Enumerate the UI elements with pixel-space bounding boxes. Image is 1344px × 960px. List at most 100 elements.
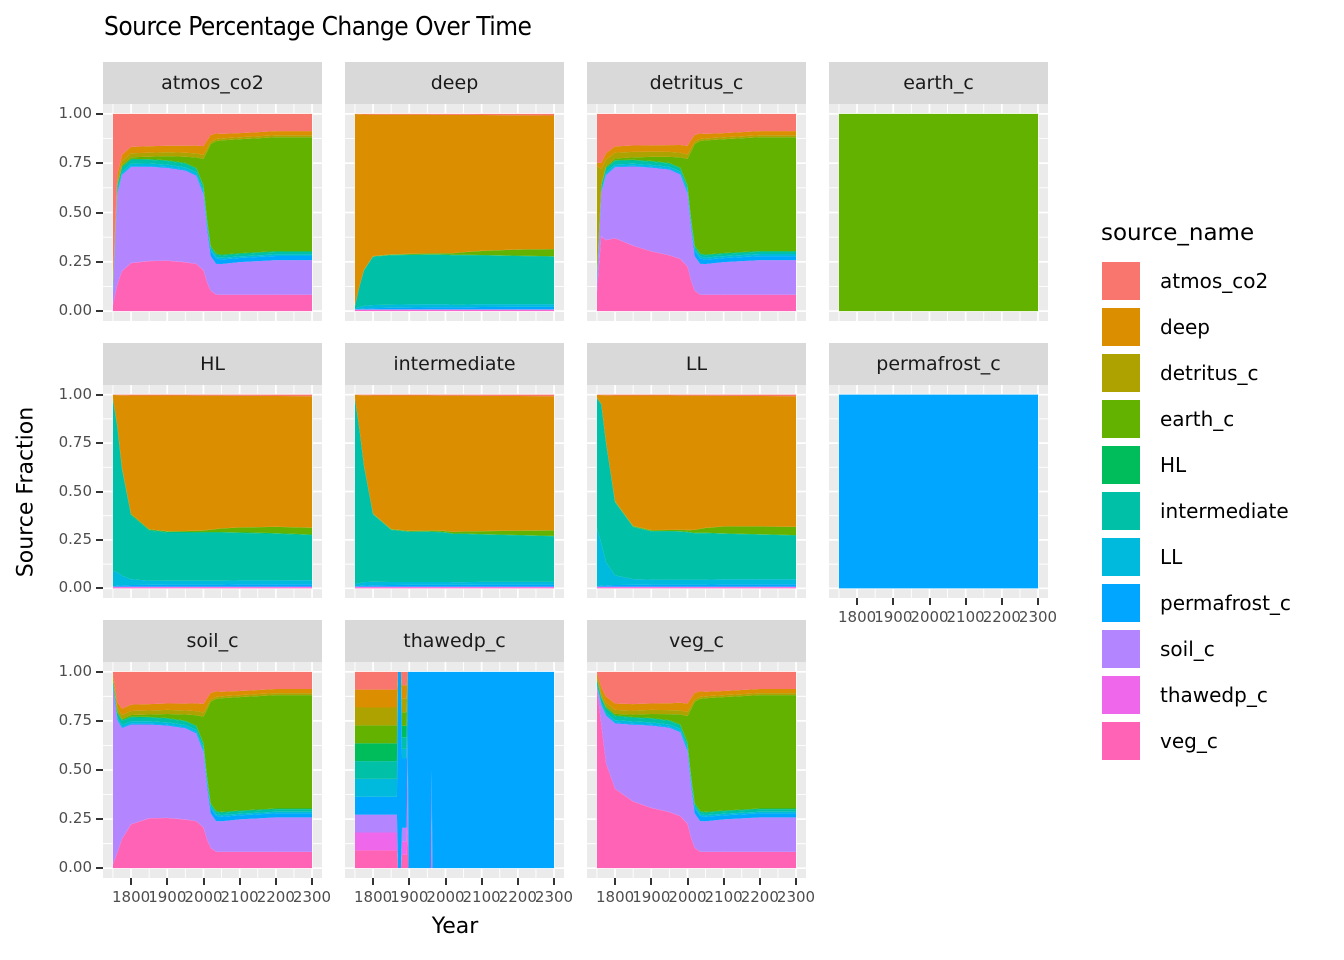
y-tick-mark <box>96 112 103 115</box>
y-tick-label: 0.50 <box>58 202 92 221</box>
legend-label-earth_c: earth_c <box>1160 407 1235 431</box>
area-deep-thawedp_c <box>354 309 555 311</box>
area-thawedp_c-earth_c <box>354 671 555 744</box>
area-LL-thawedp_c <box>596 586 797 588</box>
area-veg_c-detritus_c <box>596 676 797 717</box>
facet-panel-veg_c <box>587 662 806 878</box>
x-tick-mark <box>372 878 375 885</box>
area-detritus_c-soil_c <box>596 166 797 295</box>
area-soil_c-veg_c <box>112 818 313 869</box>
x-tick-label: 1800 <box>596 888 635 906</box>
facet-strip-atmos_co2: atmos_co2 <box>103 62 322 104</box>
facet-strip-label: LL <box>685 353 708 375</box>
facet-strip-intermediate: intermediate <box>345 343 564 385</box>
x-tick-mark <box>795 878 797 885</box>
y-tick-label: 0.25 <box>58 251 92 270</box>
x-tick-mark <box>130 878 133 885</box>
facet-panel-atmos_co2 <box>103 104 322 321</box>
legend-key-soil_c <box>1102 630 1140 668</box>
area-thawedp_c-soil_c <box>354 730 555 869</box>
area-soil_c-detritus_c <box>112 677 313 719</box>
area-HL-veg_c <box>112 587 313 589</box>
facet-strip-label: intermediate <box>393 353 516 375</box>
facet-strip-deep: deep <box>345 62 564 104</box>
x-tick-mark <box>892 598 895 605</box>
area-intermediate-veg_c <box>354 587 555 589</box>
legend-key-veg_c <box>1102 722 1140 760</box>
area-veg_c-veg_c <box>596 688 797 869</box>
x-tick-label: 1900 <box>148 888 187 906</box>
area-thawedp_c-thawedp_c <box>354 770 555 869</box>
facet-strip-earth_c: earth_c <box>829 62 1048 104</box>
facet-panel-HL <box>103 385 322 598</box>
facet-strip-label: HL <box>200 353 225 375</box>
legend-label-thawedp_c: thawedp_c <box>1160 683 1268 707</box>
facet-strip-label: detritus_c <box>649 72 744 94</box>
facet-panel-soil_c <box>103 662 322 878</box>
x-tick-label: 1800 <box>354 888 393 906</box>
area-intermediate-deep <box>354 394 555 532</box>
area-HL-deep <box>112 394 313 532</box>
x-tick-label: 1800 <box>838 608 877 626</box>
x-tick-label: 2200 <box>498 888 537 906</box>
area-permafrost_c-permafrost_c <box>838 394 1039 589</box>
facet-strip-thawedp_c: thawedp_c <box>345 620 564 662</box>
legend-key-permafrost_c <box>1102 584 1140 622</box>
area-intermediate-intermediate <box>354 398 555 585</box>
x-tick-label: 2100 <box>704 888 743 906</box>
area-deep-intermediate <box>354 254 555 309</box>
facet-panel-detritus_c <box>587 104 806 321</box>
x-tick-mark <box>614 878 617 885</box>
legend-label-soil_c: soil_c <box>1160 637 1215 661</box>
y-tick-label: 0.50 <box>58 760 92 778</box>
area-LL-LL <box>596 528 797 587</box>
facet-strip-label: permafrost_c <box>876 353 1001 375</box>
y-tick-label: 0.25 <box>58 809 92 828</box>
x-tick-label: 2200 <box>740 888 779 906</box>
facet-panel-permafrost_c <box>829 385 1048 598</box>
legend-key-intermediate <box>1102 492 1140 530</box>
legend-label-HL: HL <box>1160 453 1187 477</box>
x-tick-label: 2300 <box>1018 608 1058 626</box>
facet-strip-label: earth_c <box>903 72 974 94</box>
legend-key-LL <box>1102 538 1140 576</box>
area-veg_c-earth_c <box>596 678 797 812</box>
x-tick-label: 2100 <box>462 888 501 906</box>
y-tick-label: 0.50 <box>58 481 92 500</box>
facet-panel-intermediate <box>345 385 564 598</box>
legend-label-permafrost_c: permafrost_c <box>1160 591 1291 615</box>
y-tick-label: 0.75 <box>58 153 92 172</box>
area-atmos_co2-atmos_co2 <box>112 113 313 279</box>
x-tick-label: 2000 <box>426 888 465 906</box>
area-atmos_co2-earth_c <box>112 137 313 286</box>
legend-label-LL: LL <box>1160 545 1183 569</box>
area-thawedp_c-LL <box>354 671 555 797</box>
area-detritus_c-deep <box>596 131 797 169</box>
area-detritus_c-atmos_co2 <box>596 113 797 163</box>
area-soil_c-earth_c <box>112 679 313 812</box>
x-tick-mark <box>686 878 689 885</box>
x-tick-mark <box>311 878 313 885</box>
legend-key-detritus_c <box>1102 354 1140 392</box>
area-deep-earth_c <box>354 249 555 306</box>
facet-strip-permafrost_c: permafrost_c <box>829 343 1048 385</box>
y-tick-label: 1.00 <box>58 103 92 122</box>
facet-strip-veg_c: veg_c <box>587 620 806 662</box>
facet-strip-HL: HL <box>103 343 322 385</box>
x-tick-mark <box>408 878 411 885</box>
x-tick-label: 2100 <box>946 608 985 626</box>
y-tick-label: 0.00 <box>58 858 92 877</box>
x-tick-label: 2000 <box>668 888 707 906</box>
area-thawedp_c-intermediate <box>354 671 555 779</box>
area-thawedp_c-HL <box>354 671 555 762</box>
area-veg_c-soil_c <box>596 686 797 852</box>
y-tick-mark <box>96 670 103 673</box>
y-tick-mark <box>96 587 103 590</box>
x-tick-label: 2200 <box>256 888 295 906</box>
y-tick-mark <box>96 769 103 771</box>
x-tick-label: 2200 <box>982 608 1021 626</box>
area-deep-deep <box>354 114 555 306</box>
x-axis-title: Year <box>431 914 479 939</box>
x-tick-mark <box>1037 598 1039 605</box>
